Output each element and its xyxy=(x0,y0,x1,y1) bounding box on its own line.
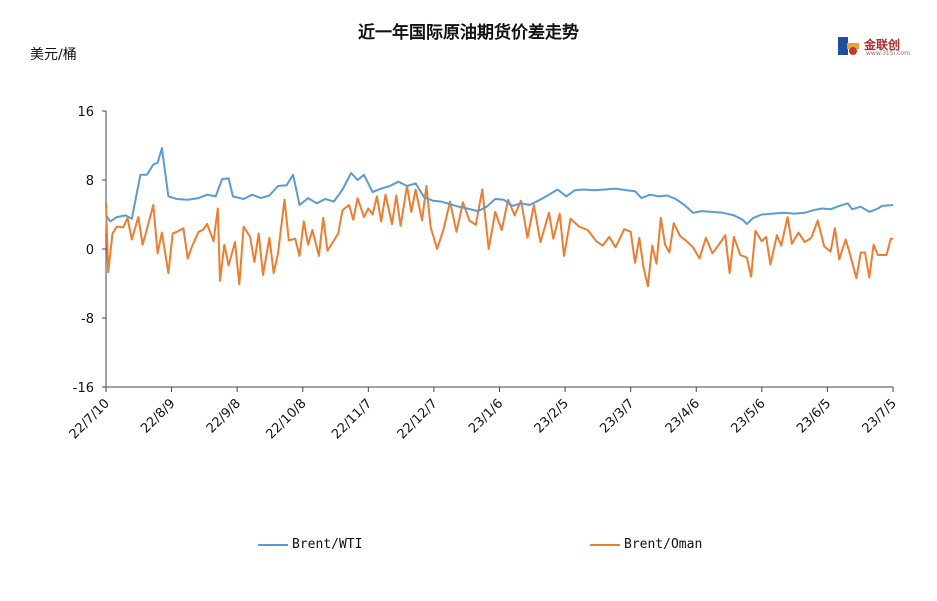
x-tick-label: 23/2/5 xyxy=(532,396,572,436)
y-tick-labels: 16 8 0 -8 -16 xyxy=(73,105,94,396)
x-tick-labels: 22/7/10 22/8/9 22/9/8 22/10/8 22/11/7 22/12/7… xyxy=(67,396,900,442)
legend-swatch-brent-wti xyxy=(258,543,288,546)
x-tick-label: 22/8/9 xyxy=(138,396,178,436)
x-tick-label: 22/7/10 xyxy=(67,396,113,442)
x-tick-label: 22/9/8 xyxy=(204,396,244,436)
legend-label-brent-wti: Brent/WTI xyxy=(292,537,363,552)
y-tick-label: 0 xyxy=(86,243,94,258)
legend-item-brent-oman: Brent/Oman xyxy=(590,537,702,552)
legend-swatch-brent-oman xyxy=(590,543,620,546)
legend-item-brent-wti: Brent/WTI xyxy=(258,537,362,552)
y-axis-unit-label: 美元/桶 xyxy=(30,47,77,63)
x-tick-label: 22/12/7 xyxy=(395,396,441,442)
brand-logo: 金联创 www.315i.com xyxy=(836,33,916,59)
x-tick-label: 22/10/8 xyxy=(264,396,310,442)
chart-axes xyxy=(102,110,894,392)
x-tick-label: 23/1/6 xyxy=(466,396,506,436)
y-tick-label: 8 xyxy=(86,174,94,189)
x-tick-label: 23/3/7 xyxy=(597,396,637,436)
x-tick-label: 23/4/6 xyxy=(663,396,703,436)
y-tick-label: 16 xyxy=(77,105,94,120)
chart-title: 近一年国际原油期货价差走势 xyxy=(358,23,579,43)
legend-label-brent-oman: Brent/Oman xyxy=(624,537,703,552)
logo-name: 金联创 xyxy=(864,38,901,52)
logo-subtext: www.315i.com xyxy=(866,50,910,57)
chart-series xyxy=(105,147,894,288)
x-tick-label: 22/11/7 xyxy=(329,396,375,442)
x-tick-label: 23/6/5 xyxy=(794,396,834,436)
series-line-brent-oman xyxy=(105,185,893,288)
series-line-brent-wti xyxy=(105,147,894,225)
x-tick-label: 23/7/5 xyxy=(860,396,900,436)
x-tick-label: 23/5/6 xyxy=(728,396,768,436)
y-tick-label: -16 xyxy=(73,381,94,396)
logo-icon xyxy=(838,37,859,55)
y-tick-label: -8 xyxy=(81,312,94,327)
